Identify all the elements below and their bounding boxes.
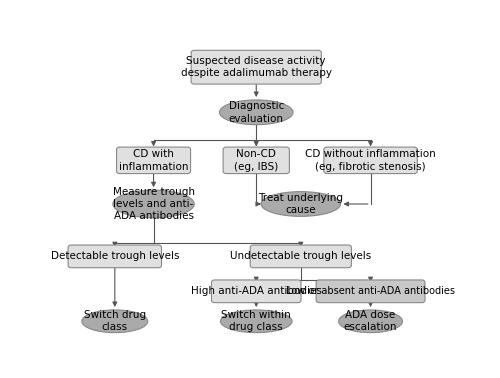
Text: Low or absent anti-ADA antibodies: Low or absent anti-ADA antibodies	[286, 286, 455, 296]
FancyBboxPatch shape	[68, 245, 162, 268]
Text: Detectable trough levels: Detectable trough levels	[50, 251, 179, 261]
Text: Suspected disease activity
despite adalimumab therapy: Suspected disease activity despite adali…	[181, 56, 332, 78]
Ellipse shape	[261, 192, 340, 216]
Text: Switch within
drug class: Switch within drug class	[222, 310, 291, 333]
Ellipse shape	[113, 190, 194, 218]
FancyBboxPatch shape	[116, 147, 190, 174]
Text: High anti-ADA antibodies: High anti-ADA antibodies	[191, 286, 322, 296]
Ellipse shape	[220, 310, 292, 333]
FancyBboxPatch shape	[212, 280, 301, 303]
Text: CD without inflammation
(eg, fibrotic stenosis): CD without inflammation (eg, fibrotic st…	[305, 149, 436, 172]
FancyBboxPatch shape	[324, 147, 418, 174]
Text: Undetectable trough levels: Undetectable trough levels	[230, 251, 372, 261]
Text: Diagnostic
evaluation: Diagnostic evaluation	[228, 101, 284, 124]
Ellipse shape	[220, 100, 293, 125]
Text: Non-CD
(eg, IBS): Non-CD (eg, IBS)	[234, 149, 278, 172]
Text: CD with
inflammation: CD with inflammation	[119, 149, 188, 172]
Ellipse shape	[82, 310, 148, 333]
FancyBboxPatch shape	[191, 50, 322, 84]
Text: Switch drug
class: Switch drug class	[84, 310, 146, 333]
FancyBboxPatch shape	[223, 147, 290, 174]
FancyBboxPatch shape	[316, 280, 425, 303]
Text: Treat underlying
cause: Treat underlying cause	[258, 193, 344, 215]
Text: Measure trough
levels and anti-
ADA antibodies: Measure trough levels and anti- ADA anti…	[112, 187, 194, 222]
Ellipse shape	[338, 310, 402, 333]
FancyBboxPatch shape	[250, 245, 352, 268]
Text: ADA dose
escalation: ADA dose escalation	[344, 310, 398, 333]
